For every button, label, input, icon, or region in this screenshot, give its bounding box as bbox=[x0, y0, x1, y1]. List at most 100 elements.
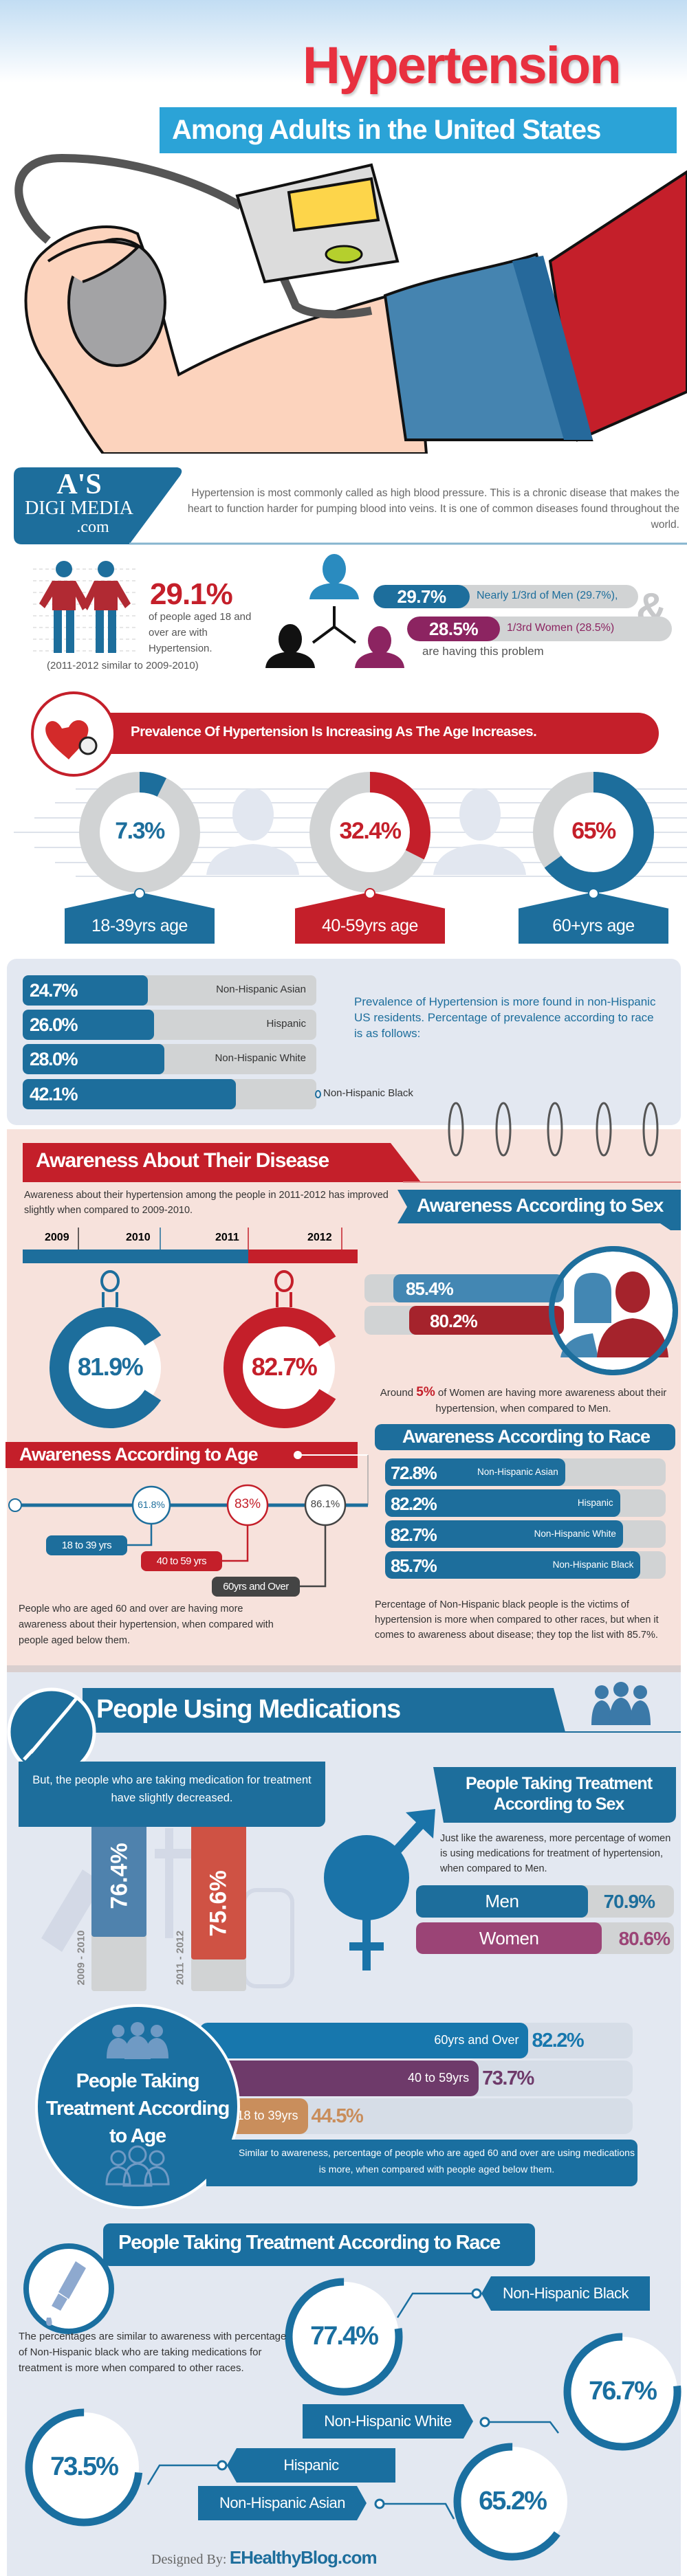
race-prevalence-value: 42.1% bbox=[30, 1084, 78, 1104]
race-prevalence-bar: 26.0% bbox=[23, 1010, 316, 1040]
medication-2009-value: 76.4% bbox=[106, 1843, 133, 1909]
treatment-race-text: The percentages are similar to awareness… bbox=[19, 2331, 287, 2374]
connector-pin bbox=[374, 2498, 385, 2509]
men-awareness-bar: 80.2% bbox=[364, 1306, 564, 1335]
donut-pin bbox=[364, 888, 375, 899]
women-prevalence-bar: 28.5% 1/3rd Women (28.5%) bbox=[407, 617, 672, 641]
gender-symbol-icon bbox=[324, 1809, 435, 1970]
women-treatment-value: 80.6% bbox=[618, 1928, 670, 1949]
age-60-awareness: 86.1% bbox=[310, 1498, 340, 1510]
people-tree-icon bbox=[265, 554, 404, 668]
men-treatment-bar: Men 70.9% bbox=[416, 1885, 674, 1918]
monitor-button bbox=[325, 245, 363, 264]
group-people-icon bbox=[591, 1682, 651, 1725]
awareness-race-label: Non-Hispanic Black bbox=[552, 1559, 634, 1570]
race-prevalence-fill bbox=[23, 975, 148, 1006]
year-2010: 2010 bbox=[126, 1232, 151, 1243]
medication-2009-period: 2009 - 2010 bbox=[75, 1930, 87, 1986]
men-treatment-value: 70.9% bbox=[603, 1891, 655, 1912]
connector-pin bbox=[479, 2417, 490, 2428]
men-prevalence-value: 29.7% bbox=[373, 585, 470, 608]
race-prevalence-text: Prevalence of Hypertension is more found… bbox=[354, 995, 656, 1040]
treatment-race-title: People Taking Treatment According to Rac… bbox=[118, 2232, 501, 2254]
medications-text-box bbox=[19, 1762, 325, 1827]
connector-line bbox=[380, 2502, 455, 2520]
awareness-race-label: Non-Hispanic Asian bbox=[477, 1467, 558, 1477]
age-18-39-awareness: 61.8% bbox=[138, 1499, 165, 1510]
awareness-race-value: 82.7% bbox=[391, 1524, 437, 1545]
treatment-age-fill bbox=[199, 2023, 529, 2058]
fingers bbox=[47, 240, 140, 283]
women-awareness-fill bbox=[393, 1274, 564, 1302]
women-prevalence-label: 1/3rd Women (28.5%) bbox=[507, 622, 615, 634]
awareness-age-title: Awareness According to Age bbox=[19, 1444, 259, 1465]
women-treatment-bar: Women 80.6% bbox=[416, 1922, 674, 1954]
donut-pin bbox=[588, 888, 599, 899]
race-prevalence-label: Non-Hispanic Black bbox=[323, 1087, 413, 1099]
prevalence-age-label: 40-59yrs age bbox=[295, 909, 445, 944]
overall-percent: 29.1% bbox=[150, 577, 233, 611]
women-awareness-bar: 85.4% bbox=[364, 1274, 564, 1302]
men-group-icon bbox=[107, 2022, 168, 2059]
header-background bbox=[0, 0, 687, 82]
donut-pointer bbox=[518, 892, 669, 909]
awareness-race-fill bbox=[385, 1458, 565, 1486]
year-2009: 2009 bbox=[45, 1232, 69, 1243]
medication-2011-period: 2011 - 2012 bbox=[174, 1930, 186, 1986]
note-prefix: Around bbox=[380, 1387, 417, 1399]
prevalence-donut-1 bbox=[309, 772, 430, 893]
logo-line-1: A'S bbox=[56, 469, 102, 500]
age-40-59-label: 40 to 59 yrs bbox=[141, 1551, 222, 1571]
prevalence-age-label: 60+yrs age bbox=[519, 909, 668, 944]
awareness-race-bar: 72.8% Non-Hispanic Asian bbox=[385, 1458, 666, 1486]
treatment-race-ring-2 bbox=[25, 2408, 143, 2527]
treatment-sex-text: Just like the awareness, more percentage… bbox=[440, 1833, 671, 1874]
designed-by-label: Designed By: bbox=[151, 2552, 227, 2567]
medication-bar-2011 bbox=[191, 1821, 246, 1959]
prevalence-age-banner bbox=[110, 713, 659, 754]
awareness-race-fill bbox=[385, 1489, 620, 1517]
awareness-race-title: Awareness According to Race bbox=[402, 1426, 651, 1447]
logo-line-3: .com bbox=[76, 518, 109, 536]
treatment-race-value: 73.5% bbox=[50, 2452, 119, 2481]
note-suffix: of Women are having more awareness about… bbox=[435, 1387, 667, 1414]
awareness-sex-note: Around 5% of Women are having more aware… bbox=[368, 1384, 679, 1417]
treatment-age-fill bbox=[199, 2061, 479, 2096]
awareness-race-fill bbox=[385, 1551, 641, 1579]
designer-site-link[interactable]: EHealthyBlog.com bbox=[229, 2547, 378, 2568]
treatment-age-label: 18 to 39yrs bbox=[237, 2109, 298, 2122]
prevalence-age-title: Prevalence Of Hypertension Is Increasing… bbox=[131, 724, 537, 740]
medicine-bottle-watermark bbox=[41, 1828, 294, 1988]
donut-pointer bbox=[294, 892, 446, 909]
awareness-race-fill bbox=[385, 1520, 623, 1548]
pill-icon bbox=[46, 2261, 86, 2326]
awareness-2009-value: 81.9% bbox=[77, 1353, 144, 1381]
blood-pressure-arm-illustration bbox=[14, 153, 687, 454]
logo-shape-layer bbox=[14, 467, 687, 545]
connector-line bbox=[396, 2292, 477, 2318]
medications-title: People Using Medications bbox=[96, 1695, 401, 1724]
race-prevalence-value: 28.0% bbox=[30, 1049, 78, 1069]
awareness-race-banner bbox=[375, 1424, 675, 1450]
awareness-banner bbox=[23, 1143, 421, 1182]
medications-banner bbox=[83, 1688, 565, 1732]
treatment-age-title: People Taking Treatment According to Age bbox=[45, 2070, 230, 2147]
prevalence-age-value: 7.3% bbox=[115, 818, 165, 844]
awareness-2012-value: 82.7% bbox=[251, 1353, 318, 1381]
note-highlight: 5% bbox=[416, 1385, 435, 1399]
men-awareness-fill bbox=[409, 1306, 564, 1335]
treatment-age-text-box bbox=[206, 2140, 637, 2186]
treatment-age-bar: 60yrs and Over 82.2% bbox=[199, 2023, 633, 2058]
awareness-title: Awareness About Their Disease bbox=[36, 1149, 329, 1172]
treatment-race-value: 76.7% bbox=[589, 2377, 657, 2406]
awareness-race-bar: 85.7% Non-Hispanic Black bbox=[385, 1551, 666, 1579]
treatment-age-value: 73.7% bbox=[482, 2067, 534, 2089]
prevalence-age-value: 65% bbox=[571, 818, 616, 844]
awareness-race-text: Percentage of Non-Hispanic black people … bbox=[375, 1599, 659, 1641]
race-prevalence-fill bbox=[23, 1079, 236, 1109]
medications-text: But, the people who are taking medicatio… bbox=[32, 1774, 312, 1804]
treatment-race-ring-3 bbox=[453, 2443, 571, 2561]
overall-description: of people aged 18 and over are with Hype… bbox=[149, 611, 252, 654]
timeline-2011-2012 bbox=[248, 1250, 358, 1263]
age-60-label: 60yrs and Over bbox=[212, 1577, 300, 1597]
